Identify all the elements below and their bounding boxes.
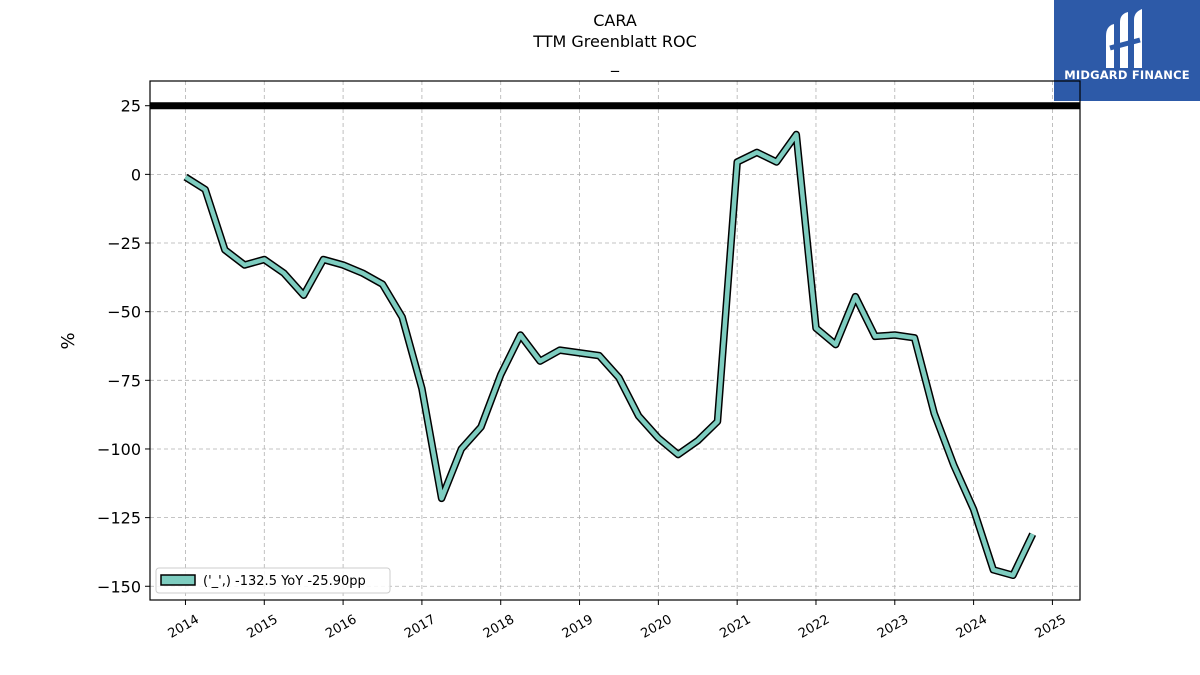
y-tick-label: 0 [131, 165, 141, 184]
x-tick-label: 2021 [717, 612, 753, 642]
y-tick-label: −125 [97, 509, 141, 528]
logo-text: MIDGARD FINANCE [1064, 68, 1190, 82]
series-line [184, 132, 1035, 578]
chart-title-subtitle: _ [611, 53, 619, 72]
plot-frame [149, 80, 1081, 601]
y-tick-label: −150 [97, 577, 141, 596]
y-axis-label: % [58, 332, 79, 349]
x-tick-label: 2024 [954, 612, 990, 642]
x-tick-label: 2014 [166, 612, 202, 642]
y-tick-label: −75 [107, 371, 141, 390]
legend-label: ('_',) -132.5 YoY -25.90pp [203, 574, 366, 589]
legend: ('_',) -132.5 YoY -25.90pp [155, 567, 391, 594]
x-tick-label: 2016 [323, 612, 359, 642]
chart-title-metric: TTM Greenblatt ROC [533, 32, 697, 51]
y-tick-label: 25 [121, 97, 141, 116]
chart-title: CARA TTM Greenblatt ROC _ [0, 10, 1200, 73]
x-tick-label: 2022 [796, 612, 832, 642]
x-tick-label: 2017 [402, 612, 438, 642]
y-tick-label: −50 [107, 303, 141, 322]
y-tick-label: −25 [107, 234, 141, 253]
chart-title-ticker: CARA [593, 11, 637, 30]
y-tick-label: −100 [97, 440, 141, 459]
midgard-logo-icon [1106, 9, 1142, 68]
x-tick-label: 2025 [1033, 612, 1069, 642]
legend-box [155, 567, 391, 594]
x-tick-label: 2019 [560, 612, 596, 642]
x-tick-label: 2020 [639, 612, 675, 642]
x-tick-label: 2015 [244, 612, 280, 642]
series-line-outline [183, 130, 1037, 580]
x-tick-label: 2023 [875, 612, 911, 642]
x-tick-label: 2018 [481, 612, 517, 642]
midgard-finance-logo: MIDGARD FINANCE [1054, 0, 1200, 101]
legend-swatch [160, 574, 196, 586]
